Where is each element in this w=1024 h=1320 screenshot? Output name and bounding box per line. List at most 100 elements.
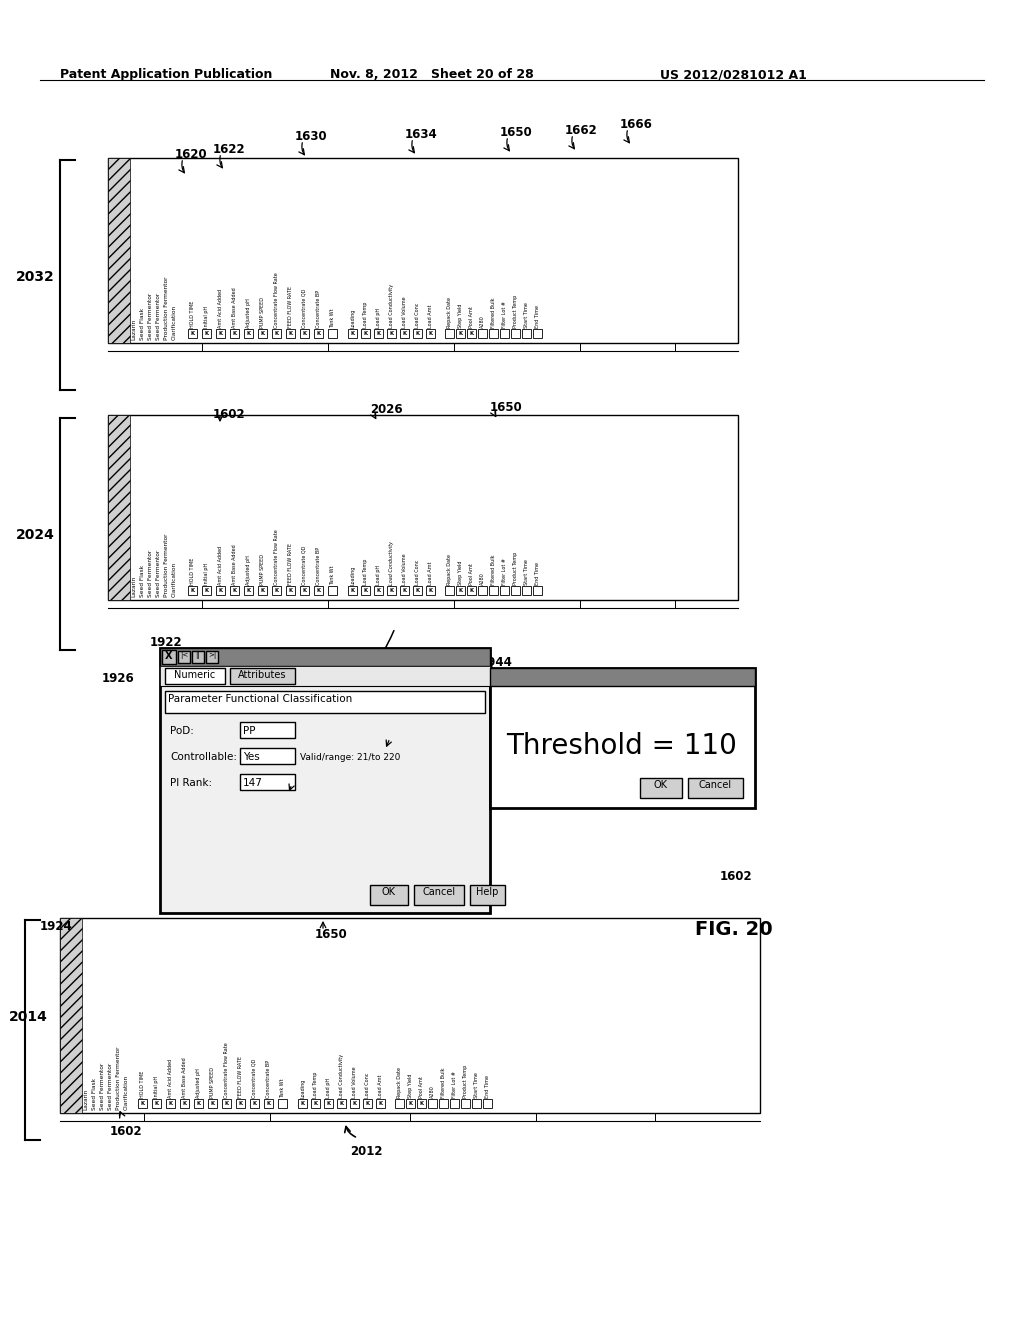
Text: Lazarin: Lazarin bbox=[84, 1089, 88, 1110]
Text: 1932: 1932 bbox=[210, 678, 243, 690]
Text: K: K bbox=[190, 331, 195, 337]
Bar bbox=[208, 1100, 217, 1107]
Text: K: K bbox=[428, 587, 432, 593]
Text: Load Temp: Load Temp bbox=[362, 302, 368, 327]
Text: Clarification: Clarification bbox=[171, 305, 176, 341]
Bar bbox=[272, 329, 281, 338]
Bar bbox=[489, 586, 498, 595]
Text: Concentrate QD: Concentrate QD bbox=[302, 289, 307, 327]
Bar bbox=[162, 649, 176, 664]
Text: Adjusted pH: Adjusted pH bbox=[246, 298, 251, 327]
Bar bbox=[160, 667, 490, 686]
Text: Load Volume: Load Volume bbox=[402, 553, 407, 585]
Bar bbox=[108, 158, 738, 343]
Bar bbox=[467, 329, 476, 338]
Bar bbox=[314, 586, 323, 595]
Bar bbox=[300, 329, 309, 338]
Text: X: X bbox=[165, 651, 173, 661]
Text: Load Amt: Load Amt bbox=[428, 561, 433, 585]
Text: K: K bbox=[377, 587, 381, 593]
Text: K: K bbox=[402, 587, 407, 593]
Text: Loading: Loading bbox=[350, 309, 355, 327]
Bar bbox=[417, 1100, 426, 1107]
Text: K: K bbox=[232, 331, 237, 337]
Text: Load Conc: Load Conc bbox=[415, 302, 420, 327]
Text: PUMP SPEED: PUMP SPEED bbox=[260, 554, 265, 585]
Text: Seed Flask: Seed Flask bbox=[139, 565, 144, 597]
Text: Concentrate Flow Rate: Concentrate Flow Rate bbox=[274, 272, 279, 327]
Text: K: K bbox=[260, 587, 264, 593]
Text: US 2012/0281012 A1: US 2012/0281012 A1 bbox=[660, 69, 807, 81]
Text: K: K bbox=[205, 587, 209, 593]
Text: Tank Wt: Tank Wt bbox=[330, 565, 335, 585]
Text: Pool Amt: Pool Amt bbox=[469, 306, 474, 327]
Text: K: K bbox=[459, 587, 463, 593]
Text: K: K bbox=[459, 331, 463, 337]
Text: K: K bbox=[350, 331, 354, 337]
Bar bbox=[483, 1100, 492, 1107]
Bar bbox=[387, 329, 396, 338]
Text: K: K bbox=[469, 331, 473, 337]
Text: HOLD TIME: HOLD TIME bbox=[190, 557, 195, 585]
Bar bbox=[472, 1100, 481, 1107]
Text: PP: PP bbox=[243, 726, 256, 737]
Text: K: K bbox=[197, 1101, 201, 1106]
Text: Product Temp: Product Temp bbox=[513, 294, 518, 327]
Text: 1926: 1926 bbox=[102, 672, 135, 685]
Text: Clarification: Clarification bbox=[124, 1074, 128, 1110]
Bar bbox=[286, 586, 295, 595]
Bar bbox=[348, 586, 357, 595]
Bar bbox=[230, 586, 239, 595]
Text: HOLD TIME: HOLD TIME bbox=[190, 301, 195, 327]
Text: Concentrate BP: Concentrate BP bbox=[266, 1060, 271, 1098]
Bar bbox=[374, 586, 383, 595]
Bar bbox=[406, 1100, 415, 1107]
Text: Amt Acid Added: Amt Acid Added bbox=[168, 1059, 173, 1098]
Text: K: K bbox=[169, 1101, 172, 1106]
Text: Initial pH: Initial pH bbox=[204, 306, 209, 327]
Text: ||: || bbox=[196, 652, 201, 659]
Text: Numeric: Numeric bbox=[174, 671, 216, 680]
Text: 1922: 1922 bbox=[150, 636, 182, 649]
Text: Seed Fermentor: Seed Fermentor bbox=[156, 293, 161, 341]
Bar bbox=[490, 668, 755, 808]
Text: K: K bbox=[253, 1101, 256, 1106]
Text: K: K bbox=[389, 587, 393, 593]
Text: Filtered Bulk: Filtered Bulk bbox=[441, 1068, 446, 1098]
Text: Start Time: Start Time bbox=[524, 560, 529, 585]
Bar bbox=[361, 329, 370, 338]
Text: Load Conductivity: Load Conductivity bbox=[389, 284, 394, 327]
Bar bbox=[445, 586, 454, 595]
Bar bbox=[216, 586, 225, 595]
Text: End Time: End Time bbox=[485, 1074, 490, 1098]
Bar bbox=[387, 586, 396, 595]
Text: Threshold = 110: Threshold = 110 bbox=[507, 733, 737, 760]
Bar bbox=[188, 329, 197, 338]
Bar bbox=[478, 329, 487, 338]
Bar bbox=[400, 329, 409, 338]
Text: Parameter Functional Classification: Parameter Functional Classification bbox=[168, 694, 352, 704]
Text: Amt Base Added: Amt Base Added bbox=[232, 544, 237, 585]
Text: 1924: 1924 bbox=[40, 920, 73, 933]
Text: Help: Help bbox=[476, 887, 499, 898]
Text: A280: A280 bbox=[430, 1085, 435, 1098]
Text: Adjusted pH: Adjusted pH bbox=[246, 556, 251, 585]
Text: K: K bbox=[289, 587, 293, 593]
Text: K: K bbox=[416, 587, 420, 593]
Text: K: K bbox=[218, 331, 222, 337]
Text: Production Fermentor: Production Fermentor bbox=[116, 1047, 121, 1110]
Text: 2014: 2014 bbox=[8, 1010, 47, 1024]
Text: K: K bbox=[420, 1101, 424, 1106]
Bar bbox=[272, 586, 281, 595]
Text: Initial pH: Initial pH bbox=[204, 562, 209, 585]
Text: K: K bbox=[140, 1101, 144, 1106]
Text: K: K bbox=[224, 1101, 228, 1106]
Text: A280: A280 bbox=[480, 315, 485, 327]
Text: Controllable:: Controllable: bbox=[170, 752, 237, 762]
Text: Filter Lot #: Filter Lot # bbox=[452, 1071, 457, 1098]
Text: Seed Fermentor: Seed Fermentor bbox=[147, 549, 153, 597]
Text: 1620: 1620 bbox=[175, 148, 208, 161]
Bar bbox=[395, 1100, 404, 1107]
Bar bbox=[534, 329, 542, 338]
Text: Repack Date: Repack Date bbox=[447, 297, 452, 327]
